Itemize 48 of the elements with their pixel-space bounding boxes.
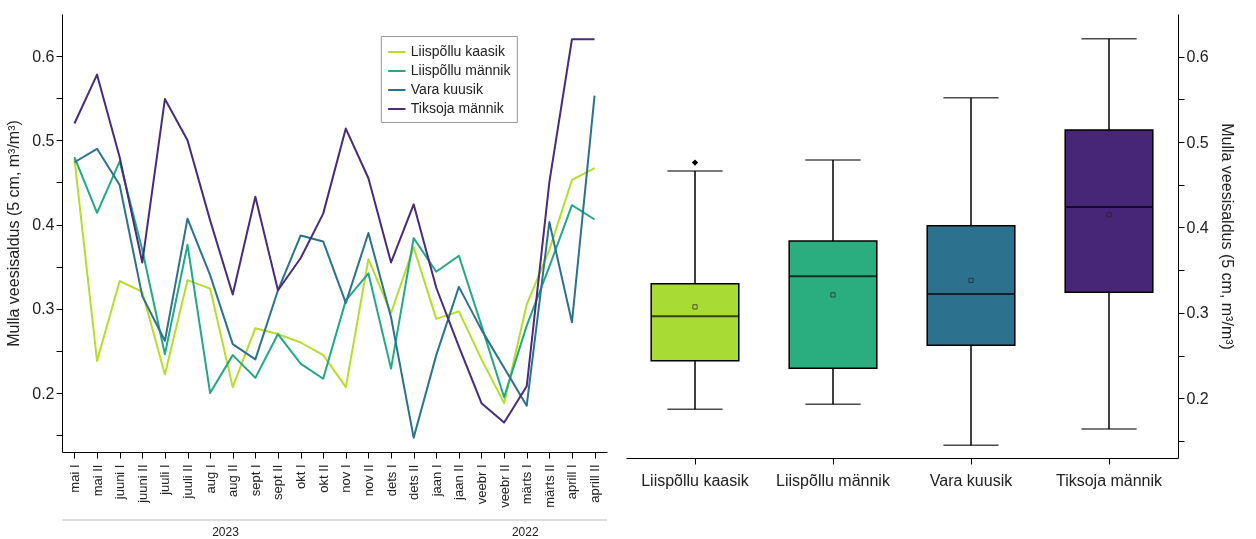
y-tick-label: 0.4 <box>32 216 55 234</box>
x-tick-label: mai II <box>89 464 105 497</box>
x-tick-label: Liispõllu männik <box>776 471 891 489</box>
x-tick-label: nov II <box>360 464 376 497</box>
x-tick-label: veebr II <box>496 464 512 508</box>
line-series <box>73 94 596 439</box>
x-tick-label: Vara kuusik <box>929 471 1014 489</box>
x-tick-label: juuni I <box>112 464 128 501</box>
x-tick-label: jaan I <box>428 464 444 498</box>
x-tick-label: märts I <box>519 464 535 505</box>
text: 2023 <box>212 525 240 539</box>
legend-label: Liispõllu männik <box>410 62 512 78</box>
y-tick-label: 0.2 <box>32 384 55 402</box>
x-tick-label: juuli II <box>180 464 196 500</box>
x-tick-label: juuli I <box>157 464 173 496</box>
x-tick-label: okt II <box>315 464 331 493</box>
y-tick-label: 0.3 <box>32 300 55 318</box>
legend-label: Liispõllu kaasik <box>410 43 506 59</box>
x-tick-label: aug II <box>225 464 241 498</box>
y-tick-label: 0.5 <box>1186 133 1209 151</box>
y-axis-title: Mulla veesisaldus (5 cm, m³/m³) <box>1218 123 1236 350</box>
y-tick-label: 0.5 <box>32 131 55 149</box>
x-tick-label: jaan II <box>451 464 467 501</box>
legend-label: Tiksoja männik <box>410 100 505 116</box>
x-tick-label: sept I <box>247 464 263 497</box>
x-tick-label: veebr I <box>473 464 489 505</box>
text: 2022 <box>511 525 539 539</box>
x-tick-label: dets I <box>383 464 399 497</box>
x-tick-label: dets II <box>406 464 422 500</box>
x-tick-label: aprill II <box>587 464 603 503</box>
x-tick-label: nov I <box>338 464 354 493</box>
x-tick-label: juuni II <box>134 464 150 504</box>
x-tick-label: märts II <box>541 464 557 508</box>
x-tick-label: aprill I <box>564 464 580 500</box>
legend-label: Vara kuusik <box>410 81 484 97</box>
y-tick-label: 0.3 <box>1186 304 1209 322</box>
y-tick-label: 0.6 <box>1186 48 1209 66</box>
y-tick-label: 0.6 <box>32 47 55 65</box>
x-tick-label: sept II <box>270 464 286 500</box>
y-axis-title: Mulla veesisaldus (5 cm, m³/m³) <box>5 120 23 347</box>
line-series <box>73 38 596 424</box>
y-tick-label: 0.4 <box>1186 218 1209 236</box>
x-tick-label: aug I <box>202 464 218 494</box>
x-tick-label: mai I <box>66 464 82 493</box>
x-tick-label: Liispõllu kaasik <box>641 471 750 489</box>
x-tick-label: Tiksoja männik <box>1055 471 1164 489</box>
x-tick-label: okt I <box>293 464 309 490</box>
y-tick-label: 0.2 <box>1186 389 1209 407</box>
